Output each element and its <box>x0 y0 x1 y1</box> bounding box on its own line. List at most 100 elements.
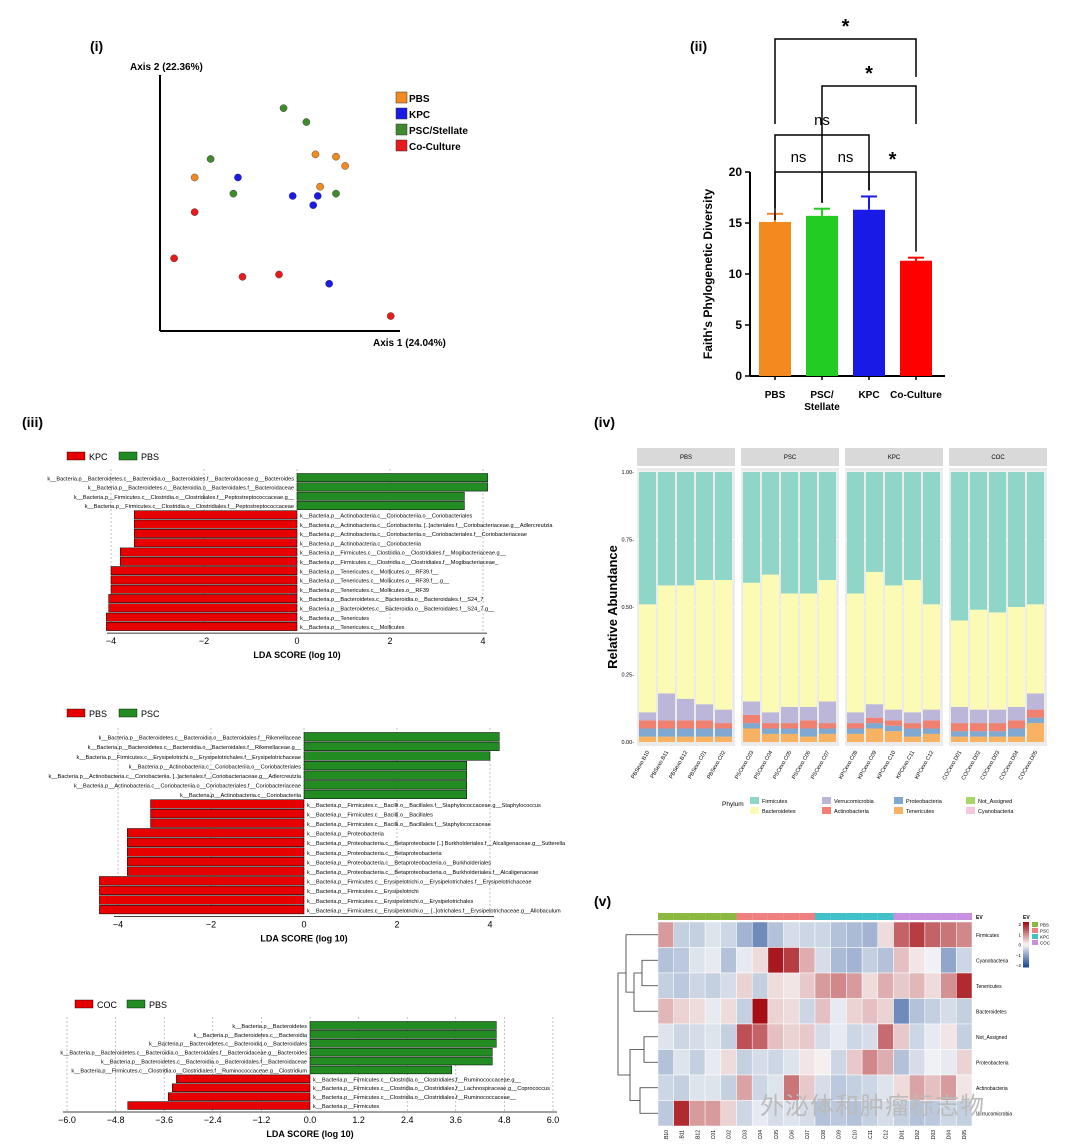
scatter-point <box>275 270 283 279</box>
color-scale-tick: 1 <box>1018 932 1021 937</box>
column-label: PSCexo.C06 <box>789 1130 795 1140</box>
taxon-label: k__Bacteria.p__Bacteroidetes.c__Bacteroi… <box>194 1033 308 1039</box>
y-tick-label: 20 <box>729 165 743 179</box>
heatmap-cell <box>814 998 831 1025</box>
significance-label: * <box>889 149 897 171</box>
stack-segment <box>677 698 694 721</box>
lda-bar <box>106 612 298 622</box>
heatmap-cell <box>720 1023 737 1050</box>
heatmap-cell <box>924 921 941 948</box>
color-scale-step <box>1023 924 1029 927</box>
scatter-point <box>332 152 340 161</box>
taxon-label: k__Bacteria.p__Tenericutes.c__Mollicutes… <box>300 579 450 585</box>
heatmap-cell <box>956 1023 973 1050</box>
x-tick-label: −6.0 <box>58 1115 76 1125</box>
y-tick-label: 5 <box>735 318 742 332</box>
heatmap-cell <box>751 947 769 974</box>
stack-segment <box>866 704 883 718</box>
column-label: KPCexo.C10 <box>852 1130 858 1140</box>
stack-segment <box>1008 728 1025 737</box>
legend-title: Phylum <box>722 801 744 808</box>
annotation-cell <box>862 913 878 920</box>
lda-bar <box>150 799 305 809</box>
y-axis-label: Relative Abundance <box>605 545 620 669</box>
stack-segment <box>762 723 779 729</box>
x-tick-label: PSCexo.C03 <box>734 750 755 781</box>
annotation-cell <box>799 913 815 920</box>
x-tick-label: 2 <box>387 636 392 646</box>
x-tick-label: −2.4 <box>204 1115 222 1125</box>
stack-segment <box>866 728 883 742</box>
legend-label: KPC <box>1040 935 1050 940</box>
color-scale-step <box>1023 922 1029 925</box>
heatmap-cell <box>720 998 737 1025</box>
heatmap-cell <box>861 998 879 1025</box>
heatmap-cell <box>830 1023 847 1050</box>
heatmap-cell <box>704 921 722 948</box>
dendrogram-link <box>625 934 658 993</box>
column-label: PBSexo.C01 <box>711 1130 717 1140</box>
stack-segment <box>715 723 732 729</box>
row-label: Proteobacteria <box>976 1060 1009 1066</box>
stack-segment <box>743 715 760 724</box>
significance-label: * <box>842 16 850 38</box>
x-tick-label: Co-Culture <box>890 390 942 401</box>
legend-label: Proteobacteria <box>906 799 943 805</box>
color-scale-step <box>1023 949 1029 952</box>
panel-label-v: (v) <box>594 893 612 909</box>
scatter-point <box>206 155 215 163</box>
x-tick-label: 3.6 <box>450 1115 463 1125</box>
taxon-label: k__Bacteria.p__Actinobacteria.c__Corioba… <box>300 532 527 538</box>
annotation-cell <box>736 913 753 920</box>
heatmap-cell <box>673 972 690 999</box>
lda-bar <box>309 1030 497 1039</box>
stack-segment <box>847 593 864 713</box>
color-scale-step <box>1023 953 1029 957</box>
stack-segment <box>743 582 760 702</box>
taxon-label: k__Bacteria.p__Tenericutes <box>300 616 369 622</box>
heatmap-cell <box>799 1023 816 1050</box>
heatmap-cell <box>861 1049 879 1076</box>
stack-segment <box>715 580 732 710</box>
heatmap-cell <box>767 947 784 974</box>
column-label: PBSexo.B12 <box>695 1130 701 1140</box>
lda-bar <box>99 905 305 915</box>
column-label: PBSexo.B10 <box>664 1130 670 1140</box>
phylum-heatmap: Firmicutes Cyanobacteria Tenericutes Bacter… <box>617 913 1051 1140</box>
column-label: COCexo.D02 <box>915 1130 921 1140</box>
taxon-label: k__Bacteria.p__Firmicutes.c__Clostridia.… <box>300 560 499 566</box>
stack-segment <box>781 723 798 729</box>
heatmap-cell <box>877 947 894 974</box>
heatmap-cell <box>720 947 737 974</box>
stack-segment <box>904 472 921 580</box>
heatmap-cell <box>830 1049 847 1076</box>
heatmap-cell <box>830 921 847 948</box>
heatmap-cell <box>846 1023 863 1050</box>
lda-bar <box>134 519 298 529</box>
stack-segment <box>885 585 902 710</box>
stack-segment <box>677 728 694 737</box>
dendrogram-link <box>633 972 658 1012</box>
x-tick-label: PBSexo.B12 <box>668 750 689 780</box>
legend-swatch <box>1032 928 1038 933</box>
legend-swatch <box>822 797 831 804</box>
lda-bar <box>127 847 305 857</box>
taxon-label: k__Bacteria.p__Proteobacteria.c__Betapro… <box>307 851 443 857</box>
stack-segment <box>1008 607 1025 707</box>
lda-bar <box>150 818 305 828</box>
stack-segment <box>951 620 968 707</box>
legend-label: PBS <box>149 1000 167 1010</box>
x-tick-label: PBSexo.B10 <box>630 750 651 780</box>
annotation-cell <box>893 913 910 920</box>
scatter-point <box>332 189 340 198</box>
stack-segment <box>762 712 779 724</box>
legend-label: Verrucomicrobia <box>834 799 875 805</box>
stack-segment <box>819 580 836 702</box>
stack-segment <box>781 472 798 594</box>
column-label: COCexo.D04 <box>946 1130 952 1140</box>
x-tick-label: −1.2 <box>253 1115 271 1125</box>
annotation-cell <box>689 913 706 920</box>
legend-label: Firmicutes <box>762 799 788 805</box>
y-tick-label: 15 <box>729 216 743 230</box>
column-label: KPCexo.C08 <box>821 1130 827 1140</box>
